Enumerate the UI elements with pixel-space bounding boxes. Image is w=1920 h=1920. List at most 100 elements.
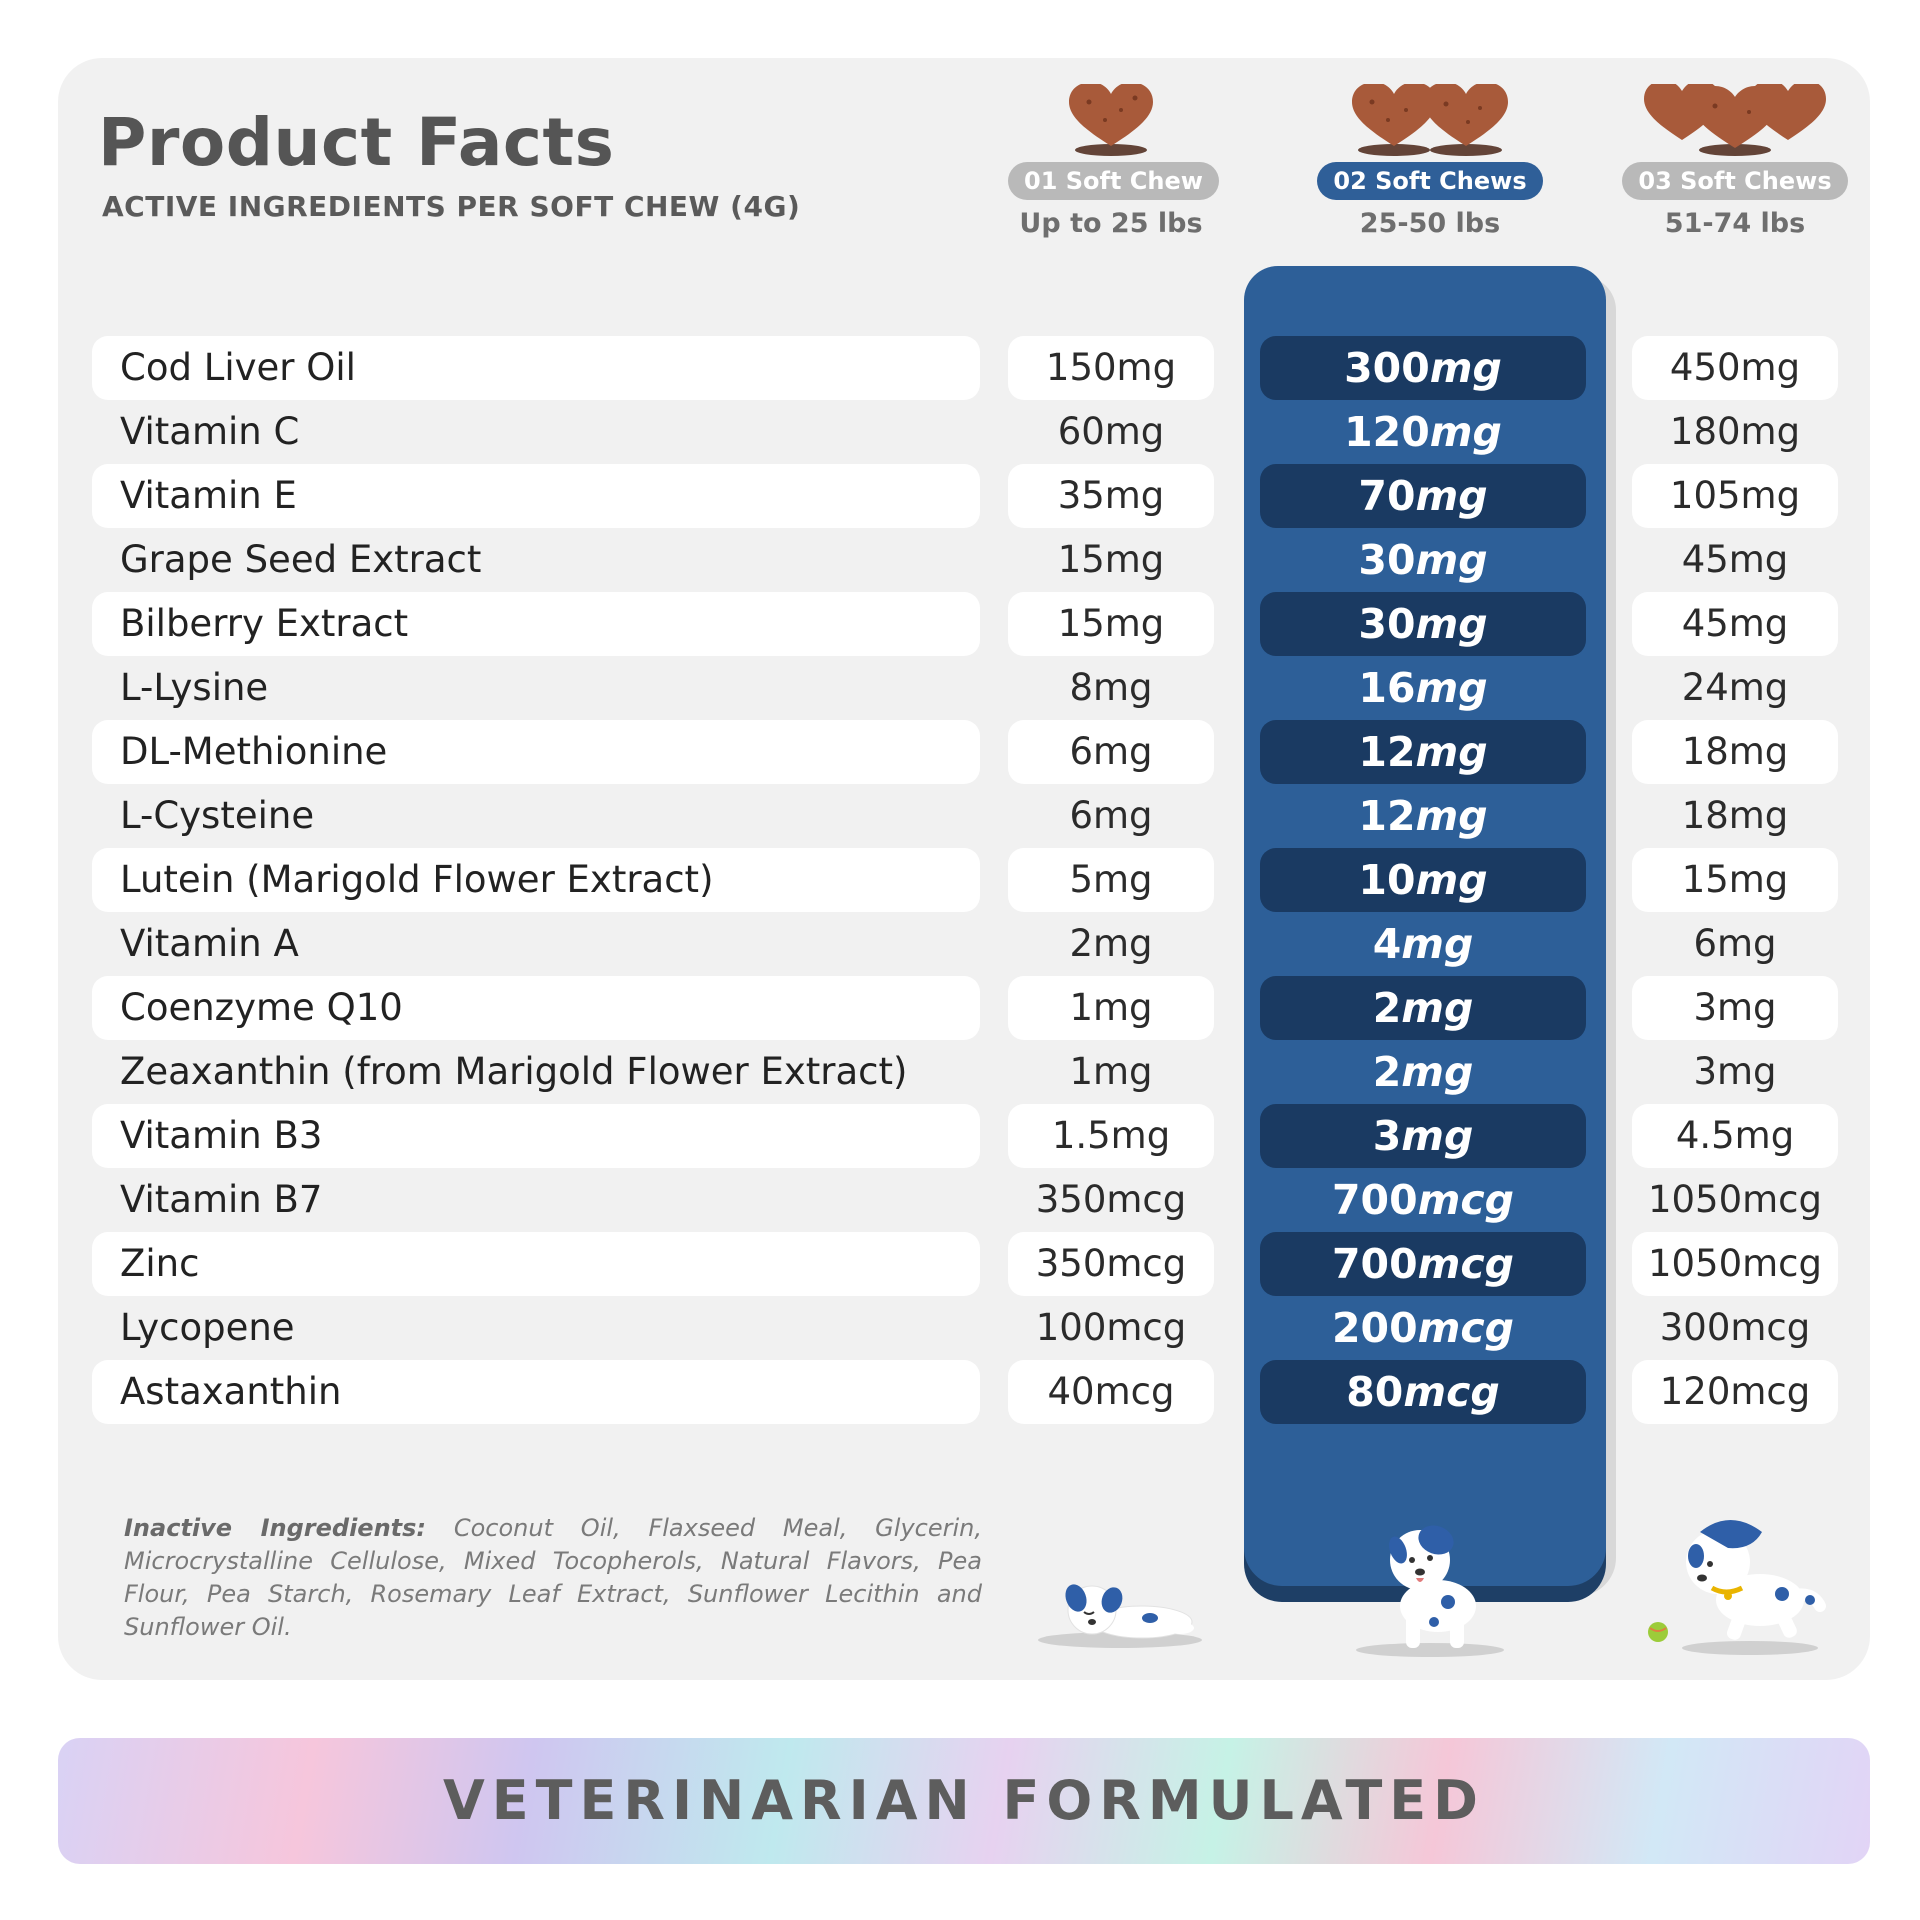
amount-medium-number: 12 bbox=[1358, 792, 1416, 840]
chews-pill-medium: 02 Soft Chews bbox=[1317, 162, 1543, 200]
amount-medium-unit: mg bbox=[1401, 984, 1474, 1032]
amount-small: 60mg bbox=[1057, 410, 1165, 453]
amount-small: 1.5mg bbox=[1008, 1104, 1214, 1168]
page-title: Product Facts bbox=[98, 104, 615, 181]
amount-small: 40mcg bbox=[1008, 1360, 1214, 1424]
amount-small: 350mcg bbox=[1008, 1232, 1214, 1296]
amount-small: 6mg bbox=[1008, 720, 1214, 784]
amount-medium-number: 70 bbox=[1358, 472, 1416, 520]
amount-large: 45mg bbox=[1681, 538, 1789, 581]
amount-medium-unit: mg bbox=[1415, 600, 1488, 648]
ingredient-name: Cod Liver Oil bbox=[92, 336, 980, 400]
amount-large: 18mg bbox=[1632, 720, 1838, 784]
ingredient-name: Vitamin E bbox=[92, 464, 980, 528]
amount-large: 3mg bbox=[1693, 1050, 1777, 1093]
amount-medium-number: 120 bbox=[1344, 408, 1430, 456]
table-row: Vitamin C 60mg 120mg 180mg bbox=[0, 400, 1920, 464]
amount-large: 3mg bbox=[1632, 976, 1838, 1040]
banner-text: VETERINARIAN FORMULATED bbox=[442, 1769, 1486, 1832]
amount-medium: 3mg bbox=[1260, 1104, 1586, 1168]
amount-medium-unit: mcg bbox=[1417, 1304, 1514, 1352]
amount-medium-number: 2 bbox=[1372, 1048, 1402, 1096]
ingredient-name: Vitamin A bbox=[120, 922, 299, 965]
ingredient-name: Grape Seed Extract bbox=[120, 538, 482, 581]
amount-medium-number: 300 bbox=[1344, 344, 1430, 392]
amount-large: 105mg bbox=[1632, 464, 1838, 528]
amount-large: 18mg bbox=[1681, 794, 1789, 837]
table-row: Vitamin E 35mg 70mg 105mg bbox=[0, 464, 1920, 528]
inactive-ingredients-text: Coconut Oil, Flaxseed Meal, Glycerin, Mi… bbox=[124, 1514, 982, 1641]
amount-medium-number: 3 bbox=[1372, 1112, 1402, 1160]
table-row: Lutein (Marigold Flower Extract) 5mg 10mg 1… bbox=[0, 848, 1920, 912]
ingredient-name: Vitamin C bbox=[120, 410, 300, 453]
amount-small: 8mg bbox=[1069, 666, 1153, 709]
table-row: Lycopene 100mcg 200mcg 300mcg bbox=[0, 1296, 1920, 1360]
amount-medium-number: 700 bbox=[1332, 1176, 1418, 1224]
amount-large: 450mg bbox=[1632, 336, 1838, 400]
ingredient-name: L-Cysteine bbox=[120, 794, 315, 837]
chews-pill-small: 01 Soft Chew bbox=[1008, 162, 1219, 200]
amount-medium-number: 4 bbox=[1372, 920, 1402, 968]
amount-large: 180mg bbox=[1669, 410, 1801, 453]
amount-small: 1mg bbox=[1069, 1050, 1153, 1093]
amount-medium-number: 200 bbox=[1332, 1304, 1418, 1352]
veterinarian-banner: VETERINARIAN FORMULATED bbox=[58, 1738, 1870, 1864]
amount-small: 35mg bbox=[1008, 464, 1214, 528]
sleeping-puppy-icon bbox=[1038, 1584, 1202, 1648]
weight-label-medium: 25-50 lbs bbox=[1359, 208, 1501, 239]
standing-puppy-icon bbox=[1356, 1525, 1504, 1657]
amount-small: 15mg bbox=[1057, 538, 1165, 581]
amount-medium-number: 16 bbox=[1358, 664, 1416, 712]
amount-large: 1050mcg bbox=[1647, 1178, 1823, 1221]
column-header-medium: 02 Soft Chews 25-50 lbs bbox=[1310, 84, 1550, 239]
amount-medium-unit: mg bbox=[1415, 472, 1488, 520]
amount-medium-unit: mg bbox=[1429, 344, 1502, 392]
amount-medium: 12mg bbox=[1260, 784, 1586, 848]
amount-large: 15mg bbox=[1632, 848, 1838, 912]
amount-medium-unit: mg bbox=[1415, 728, 1488, 776]
ingredient-name: Lycopene bbox=[120, 1306, 295, 1349]
amount-medium: 300mg bbox=[1260, 336, 1586, 400]
amount-medium: 16mg bbox=[1260, 656, 1586, 720]
amount-medium-unit: mcg bbox=[1403, 1368, 1500, 1416]
amount-large: 1050mcg bbox=[1632, 1232, 1838, 1296]
amount-medium: 30mg bbox=[1260, 592, 1586, 656]
table-row: Vitamin A 2mg 4mg 6mg bbox=[0, 912, 1920, 976]
table-row: DL-Methionine 6mg 12mg 18mg bbox=[0, 720, 1920, 784]
amount-medium-unit: mg bbox=[1415, 856, 1488, 904]
column-header-large: 03 Soft Chews 51-74 lbs bbox=[1620, 84, 1850, 239]
heart-chew-icon bbox=[1069, 84, 1153, 156]
ingredient-name: Zinc bbox=[92, 1232, 980, 1296]
amount-small: 100mcg bbox=[1035, 1306, 1187, 1349]
amount-large: 45mg bbox=[1632, 592, 1838, 656]
ingredient-name: Zeaxanthin (from Marigold Flower Extract… bbox=[120, 1050, 908, 1093]
amount-medium-unit: mcg bbox=[1417, 1176, 1514, 1224]
table-row: Coenzyme Q10 1mg 2mg 3mg bbox=[0, 976, 1920, 1040]
ingredient-name: L-Lysine bbox=[120, 666, 269, 709]
table-row: Zinc 350mcg 700mcg 1050mcg bbox=[0, 1232, 1920, 1296]
amount-medium-unit: mcg bbox=[1417, 1240, 1514, 1288]
amount-medium-number: 2 bbox=[1372, 984, 1402, 1032]
amount-medium-number: 12 bbox=[1358, 728, 1416, 776]
amount-medium-number: 700 bbox=[1332, 1240, 1418, 1288]
amount-medium-unit: mg bbox=[1401, 920, 1474, 968]
amount-medium: 4mg bbox=[1260, 912, 1586, 976]
table-row: Bilberry Extract 15mg 30mg 45mg bbox=[0, 592, 1920, 656]
column-header-small: 01 Soft Chew Up to 25 lbs bbox=[1008, 84, 1219, 239]
weight-label-small: Up to 25 lbs bbox=[1019, 208, 1203, 239]
ingredient-name: DL-Methionine bbox=[92, 720, 980, 784]
amount-medium-unit: mg bbox=[1401, 1048, 1474, 1096]
table-row: Cod Liver Oil 150mg 300mg 450mg bbox=[0, 336, 1920, 400]
amount-small: 5mg bbox=[1008, 848, 1214, 912]
chews-pill-large: 03 Soft Chews bbox=[1622, 162, 1848, 200]
inactive-ingredients-label: Inactive Ingredients: bbox=[124, 1514, 427, 1542]
amount-large: 300mcg bbox=[1659, 1306, 1811, 1349]
amount-medium-number: 30 bbox=[1358, 600, 1416, 648]
ingredient-name: Vitamin B3 bbox=[92, 1104, 980, 1168]
amount-medium: 120mg bbox=[1260, 400, 1586, 464]
ingredient-name: Vitamin B7 bbox=[120, 1178, 323, 1221]
ingredient-name: Astaxanthin bbox=[92, 1360, 980, 1424]
amount-medium-number: 10 bbox=[1358, 856, 1416, 904]
amount-large: 6mg bbox=[1693, 922, 1777, 965]
page-subtitle: ACTIVE INGREDIENTS PER SOFT CHEW (4G) bbox=[102, 190, 801, 223]
